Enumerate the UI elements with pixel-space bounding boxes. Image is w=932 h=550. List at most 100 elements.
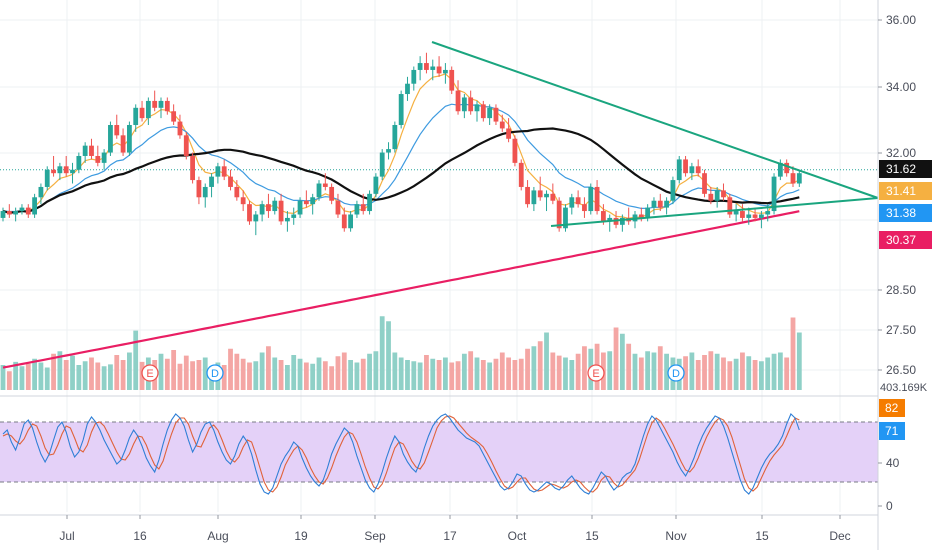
volume-bar [746,356,752,390]
candle-body [525,186,530,205]
volume-bar [177,363,183,390]
candle-body [702,173,707,194]
candle-body [139,107,145,119]
volume-bar [234,353,240,390]
time-tick-label: Nov [665,529,686,543]
volume-bar [651,352,657,390]
volume-bar [777,352,783,390]
candle-body [474,104,480,112]
price-tag: 31.38 [879,204,932,222]
volume-bar [550,352,556,390]
volume-bar [740,352,745,390]
candle-body [240,197,246,205]
volume-bar [607,351,613,390]
price-axis: 36.00 34.00 32.00 28.50 27.50 26.50 31.62 31.41… [877,0,932,550]
time-axis: Jul 16 Aug 19 Sep 17 Oct 15 Nov 15 Dec [59,515,851,543]
volume-bar [240,358,246,390]
volume-bar [291,355,297,390]
volume-bar [89,357,94,390]
candle-body [202,186,208,198]
event-marker-d[interactable]: D [667,364,685,382]
volume-bar [506,357,511,390]
candle-body [619,217,625,225]
volume-bar [329,366,335,390]
volume-bar [480,360,486,390]
volume-bar [266,346,271,390]
volume-bar [664,353,669,390]
volume-bar [499,352,505,390]
volume-bars [0,316,802,390]
event-marker-e[interactable]: E [587,364,605,382]
candle-body [506,128,511,139]
volume-bar [221,365,227,390]
candle-body [777,162,783,177]
candle-body [158,100,164,108]
volume-bar [76,365,82,390]
volume-bar [335,356,341,390]
candle-body [740,211,745,218]
volume-bar [689,352,695,390]
candle-body [44,169,50,187]
volume-bar [645,351,651,390]
candle-body [38,186,44,198]
volume-bar [196,360,202,390]
candle-body [145,100,151,119]
volume-bar [474,357,480,390]
candle-body [563,207,568,229]
volume-bar [771,353,777,390]
volume-bar [582,346,587,390]
time-tick-label: Dec [829,529,850,543]
time-tick-label: Jul [59,529,74,543]
volume-bar [13,361,19,390]
candle-body [303,200,309,205]
candle-body [424,63,429,70]
candle-body [234,186,240,198]
time-tick-label: Sep [364,529,386,543]
upper-trendline [431,41,879,199]
volume-tag-label: 403.169K [880,382,928,394]
candle-body [183,135,189,156]
volume-bar [468,351,474,390]
candle-body [512,138,518,163]
event-label: E [592,368,599,380]
price-tag-bg [879,160,932,178]
candle-body [461,97,467,112]
candle-body [25,207,31,215]
volume-bar [518,358,524,390]
volume-bar [638,357,644,390]
candle-body [657,200,663,208]
volume-bar [95,362,101,390]
candle-body [683,159,688,174]
candle-body [784,162,790,174]
candle-body [765,211,771,215]
event-marker-d[interactable]: D [206,364,224,382]
volume-bar [569,360,575,390]
volume-bar [171,350,177,390]
time-tick-label: 19 [294,529,308,543]
candle-body [676,159,682,181]
candle-body [127,125,132,153]
triangle-pattern [431,41,879,227]
candle-body [746,214,752,218]
candle-body [449,69,455,91]
candle-body [89,145,94,156]
volume-bar [120,360,126,390]
volume-bar [613,327,619,390]
candle-body [468,97,474,112]
osc-tag-label: 82 [885,401,899,415]
price-tick-label: 27.50 [886,323,916,337]
candle-body [19,207,25,212]
osc-tag-bg [879,399,905,417]
candle-body [411,69,417,84]
volume-bar [70,355,75,390]
volume-bar [57,351,63,390]
candle-body [392,125,398,150]
stochastic-band [0,421,878,483]
price-tick-label: 32.00 [886,146,916,160]
candle-body [601,211,606,222]
event-marker-e[interactable]: E [141,364,159,382]
osc-tick-label: 40 [886,456,900,470]
